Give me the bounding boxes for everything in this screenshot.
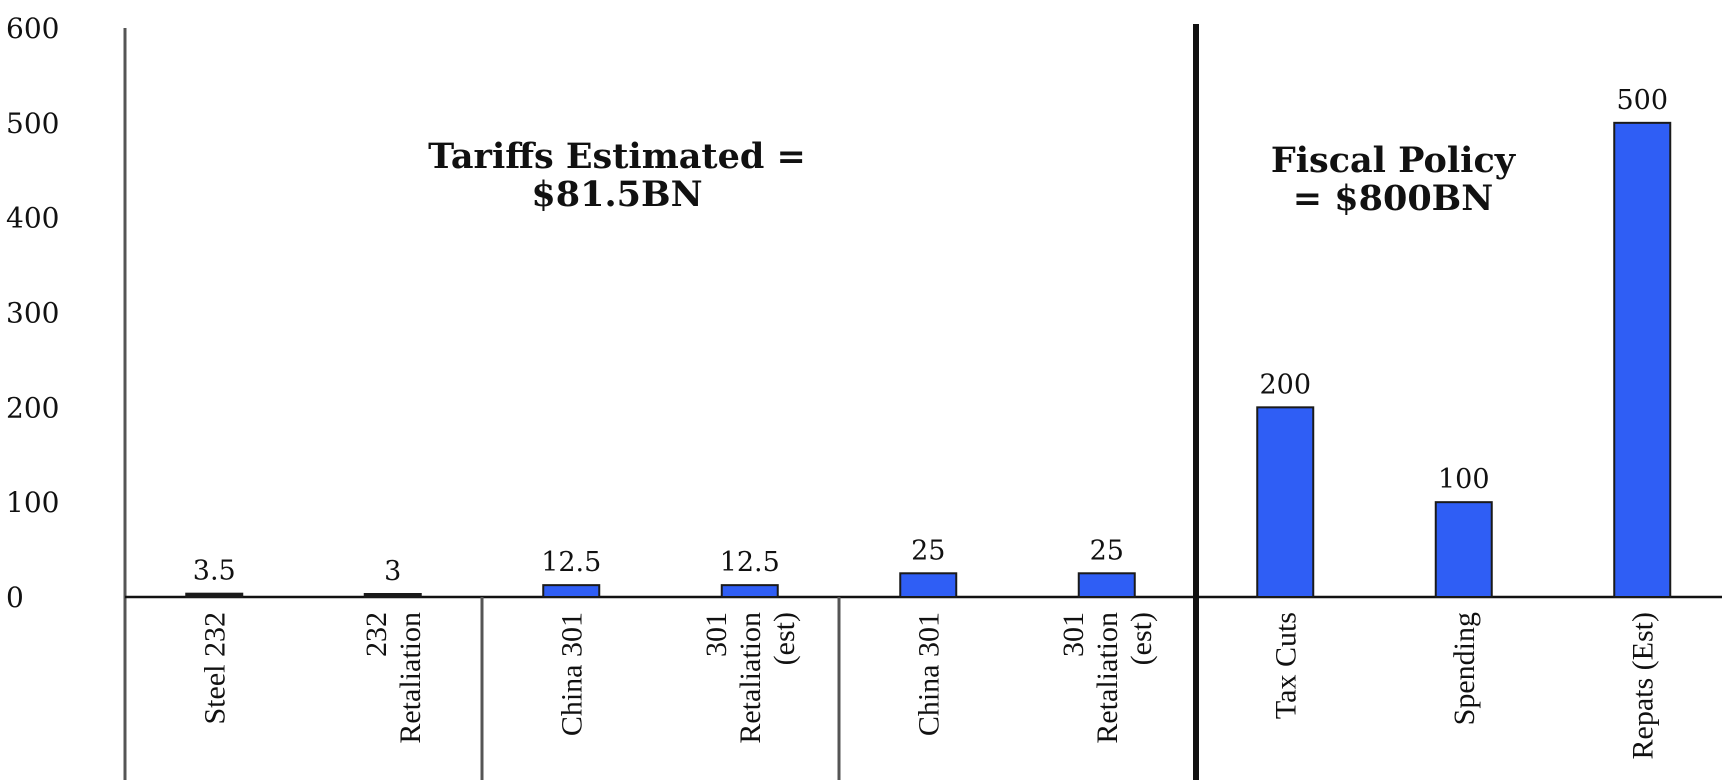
annotation-layer: Tariffs Estimated =$81.5BN Fiscal Policy=… bbox=[428, 136, 1517, 219]
fiscal-annotation: Fiscal Policy= $800BN bbox=[1271, 140, 1517, 219]
bar bbox=[720, 584, 779, 598]
category-label: Spending bbox=[1448, 612, 1481, 725]
category-label-line: Retaliation bbox=[734, 612, 767, 744]
category-label-line: 301 bbox=[1057, 612, 1090, 657]
category-label-line: 301 bbox=[700, 612, 733, 657]
data-label: 100 bbox=[1438, 464, 1490, 495]
y-tick-label: 200 bbox=[6, 391, 59, 424]
bar bbox=[1077, 572, 1136, 599]
y-tick-label: 100 bbox=[6, 486, 59, 519]
y-tick-label: 600 bbox=[6, 12, 59, 45]
category-label: Repats (Est) bbox=[1626, 612, 1659, 759]
bar bbox=[1256, 406, 1315, 599]
bar-layer bbox=[185, 121, 1672, 599]
y-tick-label: 500 bbox=[6, 107, 59, 140]
data-label: 25 bbox=[1090, 535, 1124, 566]
category-label: 301 Retaliation (est) bbox=[1057, 612, 1158, 744]
category-label-line: Repats (Est) bbox=[1626, 612, 1659, 759]
category-label-line: 232 bbox=[360, 612, 393, 657]
annotation-line: Tariffs Estimated = bbox=[428, 136, 806, 177]
y-tick-label: 300 bbox=[6, 297, 59, 330]
annotation-line: $81.5BN bbox=[531, 174, 702, 215]
annotation-line: = $800BN bbox=[1293, 178, 1494, 219]
category-label-line: (est) bbox=[768, 612, 801, 665]
annotation-line: Fiscal Policy bbox=[1271, 140, 1517, 181]
category-label-line: China 301 bbox=[912, 612, 945, 736]
category-label-line: (est) bbox=[1125, 612, 1158, 665]
data-label: 3.5 bbox=[193, 556, 236, 587]
bar bbox=[363, 593, 422, 598]
category-label-line: Steel 232 bbox=[198, 612, 231, 725]
category-label: Tax Cuts bbox=[1269, 612, 1302, 719]
data-label: 25 bbox=[911, 535, 945, 566]
category-label: China 301 bbox=[912, 612, 945, 736]
category-label-line: Retaliation bbox=[394, 612, 427, 744]
bar bbox=[1434, 501, 1493, 598]
category-label-line: Spending bbox=[1448, 612, 1481, 725]
data-label: 12.5 bbox=[541, 547, 601, 578]
category-label-line: Retaliation bbox=[1091, 612, 1124, 744]
category-label: 232 Retaliation bbox=[360, 612, 427, 744]
category-label-line: China 301 bbox=[555, 612, 588, 736]
data-label: 3 bbox=[384, 556, 401, 587]
data-label: 12.5 bbox=[720, 547, 780, 578]
category-label-line: Tax Cuts bbox=[1269, 612, 1302, 719]
bar bbox=[542, 584, 601, 598]
category-label: 301 Retaliation (est) bbox=[700, 612, 801, 744]
category-label: China 301 bbox=[555, 612, 588, 736]
data-label: 200 bbox=[1259, 369, 1311, 400]
bar bbox=[185, 592, 244, 599]
category-label: Steel 232 bbox=[198, 612, 231, 725]
bar bbox=[899, 572, 958, 599]
bar bbox=[1613, 121, 1672, 598]
y-tick-label: 0 bbox=[6, 581, 24, 614]
tariffs-annotation: Tariffs Estimated =$81.5BN bbox=[428, 136, 806, 215]
y-tick-label: 400 bbox=[6, 202, 59, 235]
data-label: 500 bbox=[1616, 85, 1668, 116]
